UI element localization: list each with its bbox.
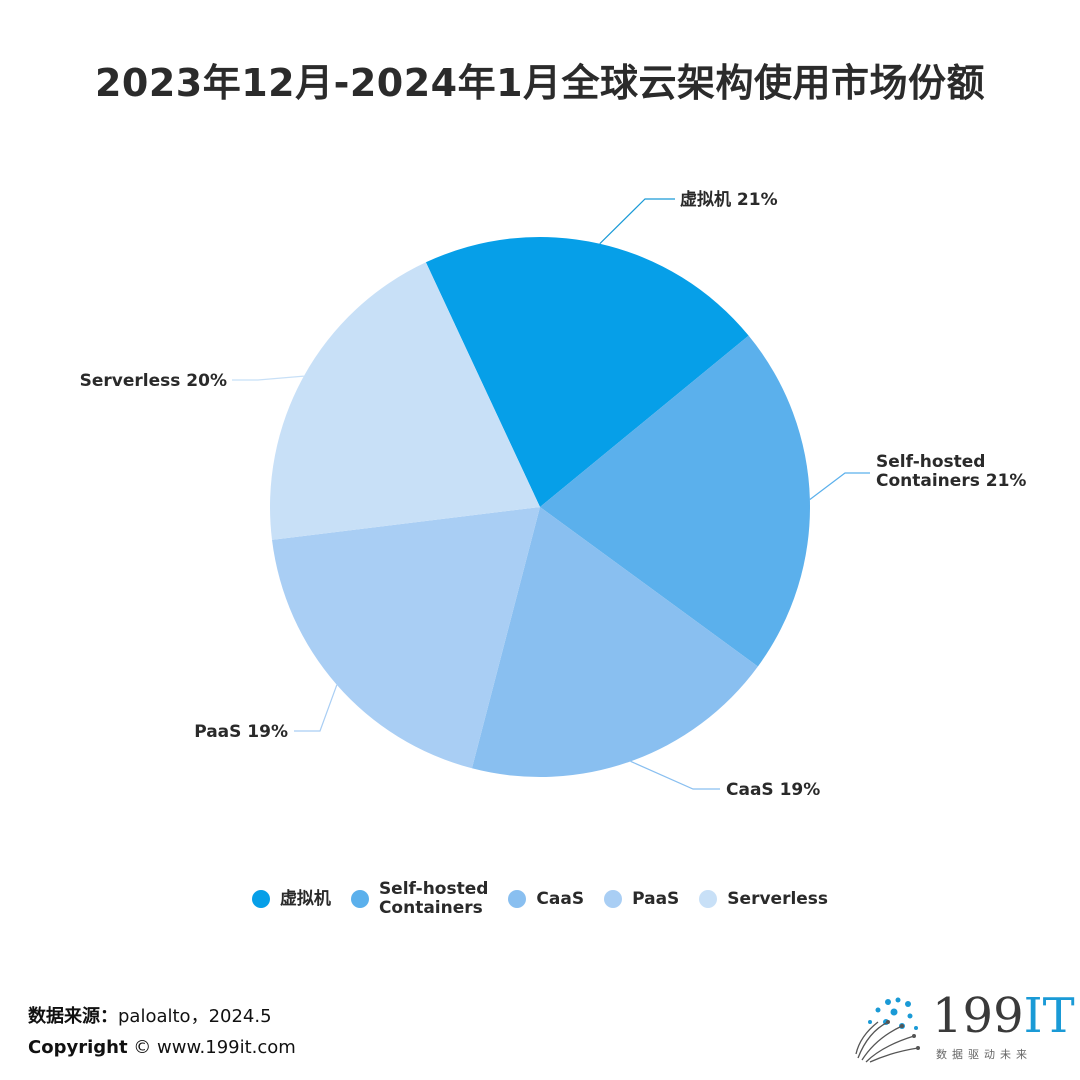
legend-swatch: [350, 890, 369, 908]
legend-swatch: [508, 890, 527, 908]
logo-tagline: 数据驱动未来: [936, 1048, 1032, 1061]
legend-item: CaaS: [508, 888, 585, 909]
leader-line: [232, 375, 304, 381]
legend-label: PaaS: [632, 888, 680, 909]
copyright-label: Copyright: [28, 1037, 128, 1058]
data-source: 数据来源：paloalto，2024.5: [28, 1002, 272, 1028]
pie-slice: [425, 237, 749, 508]
brand-logo: 199IT 数据驱动未来: [848, 988, 1075, 1064]
pie-slice: [471, 507, 758, 777]
legend-item: PaaS: [604, 888, 680, 909]
data-label: CaaS 19%: [726, 780, 820, 800]
data-label: PaaS 19%: [194, 722, 288, 742]
data-label: Self-hosted Containers 21%: [876, 452, 1026, 491]
chart-title: 2023年12月-2024年1月全球云架构使用市场份额: [94, 61, 986, 105]
copyright: Copyright © www.199it.com: [28, 1037, 296, 1058]
legend-swatch: [699, 890, 718, 908]
legend-label: 虚拟机: [279, 888, 331, 909]
legend-label: CaaS: [536, 888, 585, 909]
leader-line: [630, 760, 720, 790]
legend-item: Serverless: [699, 888, 829, 909]
source-value: paloalto，2024.5: [118, 1006, 272, 1027]
leader-line: [294, 684, 338, 732]
data-label: 虚拟机 21%: [680, 189, 778, 210]
legend-swatch: [251, 890, 270, 908]
legend-label: Self-hosted Containers: [378, 879, 489, 918]
leader-line: [809, 472, 870, 500]
pie-slice: [270, 262, 540, 540]
data-label: Serverless 20%: [80, 371, 227, 391]
logo-dots-icon: [855, 997, 920, 1063]
logo-accent: IT: [1023, 988, 1075, 1044]
pie-slice: [540, 335, 810, 667]
copyright-value: © www.199it.com: [133, 1037, 296, 1058]
legend-swatch: [604, 890, 623, 908]
legend-label: Serverless: [727, 888, 829, 909]
leader-line: [599, 198, 675, 245]
logo-main: 199: [932, 988, 1024, 1044]
legend-item: 虚拟机: [251, 888, 331, 909]
pie-slice: [272, 507, 540, 769]
legend: 虚拟机 Self-hosted Containers CaaS PaaS Serverl…: [0, 880, 1080, 918]
source-label: 数据来源：: [28, 1006, 118, 1027]
legend-item: Self-hosted Containers: [350, 879, 489, 918]
